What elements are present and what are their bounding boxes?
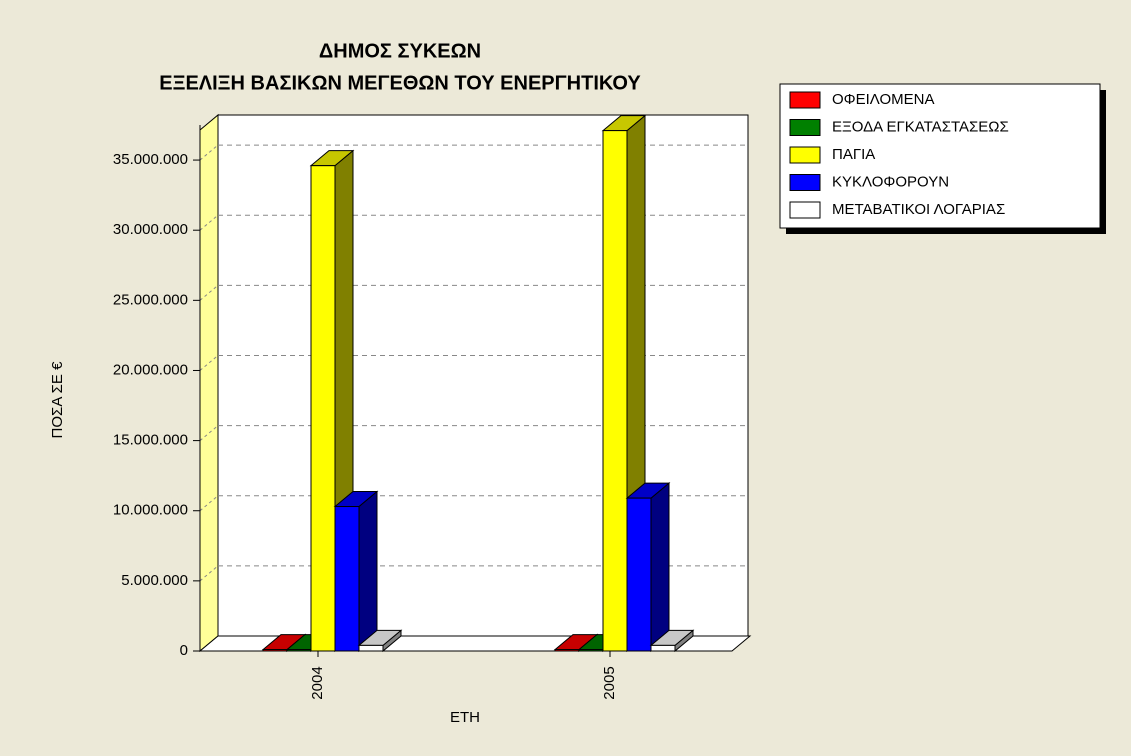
bar — [334, 506, 360, 652]
grid-line-side — [199, 284, 219, 301]
legend-label: ΜΕΤΑΒΑΤΙΚΟΙ ΛΟΓΑΡΙΑΣ — [832, 201, 1005, 218]
grid-line-side — [199, 214, 219, 231]
y-tick-label: 35.000.000 — [113, 151, 188, 168]
grid-line-side — [199, 425, 219, 441]
bars: 2004 2005 — [261, 114, 695, 700]
grid-line-side — [199, 144, 219, 161]
legend-label: ΟΦΕΙΛΟΜΕΝΑ — [832, 91, 935, 108]
legend-items: ΟΦΕΙΛΟΜΕΝΑ ΕΞΟΔΑ ΕΓΚΑΤΑΣΤΑΣΕΩΣ ΠΑΓΙΑ ΚΥΚΛΟΦ… — [789, 91, 1009, 219]
grid-line-side — [199, 565, 219, 582]
y-tick-label: 25.000.000 — [113, 291, 188, 308]
y-tick-label: 15.000.000 — [113, 432, 188, 449]
bar — [310, 165, 336, 652]
chart-subtitle: ΕΞΕΛΙΞΗ ΒΑΣΙΚΩΝ ΜΕΓΕΘΩΝ ΤΟΥ ΕΝΕΡΓΗΤΙΚΟΥ — [159, 72, 641, 94]
legend-swatch — [789, 146, 821, 164]
bar-side — [650, 482, 670, 653]
bar — [602, 130, 628, 652]
y-tick-label: 30.000.000 — [113, 221, 188, 238]
chart-title: ΔΗΜΟΣ ΣΥΚΕΩΝ — [319, 40, 481, 62]
legend-swatch — [789, 201, 821, 219]
y-axis-label: ΠΟΣΑ ΣΕ € — [49, 361, 66, 439]
x-tick-label: 2004 — [309, 666, 326, 699]
bar — [262, 649, 288, 652]
legend-swatch — [789, 91, 821, 109]
bar — [626, 497, 652, 652]
grid: 0 5.000.000 10.000.000 15.000.000 20.000.000… — [113, 125, 748, 659]
y-tick-label: 20.000.000 — [113, 361, 188, 378]
y-tick-label: 10.000.000 — [113, 502, 188, 519]
grid-line-side — [199, 495, 219, 512]
bar — [358, 644, 384, 652]
grid-line-side — [199, 355, 219, 371]
y-tick-label: 0 — [180, 642, 188, 659]
x-tick-label: 2005 — [601, 666, 618, 699]
bar-side — [358, 490, 378, 653]
legend — [779, 83, 1101, 229]
bar — [554, 649, 580, 652]
bar — [650, 644, 676, 652]
legend-label: ΠΑΓΙΑ — [832, 146, 875, 163]
legend-label: ΕΞΟΔΑ ΕΓΚΑΤΑΣΤΑΣΕΩΣ — [832, 118, 1009, 135]
bar — [578, 649, 604, 652]
legend-label: ΚΥΚΛΟΦΟΡΟΥΝ — [832, 173, 949, 190]
bar — [286, 649, 312, 652]
y-tick-label: 5.000.000 — [121, 572, 188, 589]
legend-swatch — [789, 119, 821, 136]
legend-swatch — [789, 174, 821, 191]
x-axis-label: ΕΤΗ — [450, 709, 480, 726]
left-wall — [199, 113, 219, 653]
